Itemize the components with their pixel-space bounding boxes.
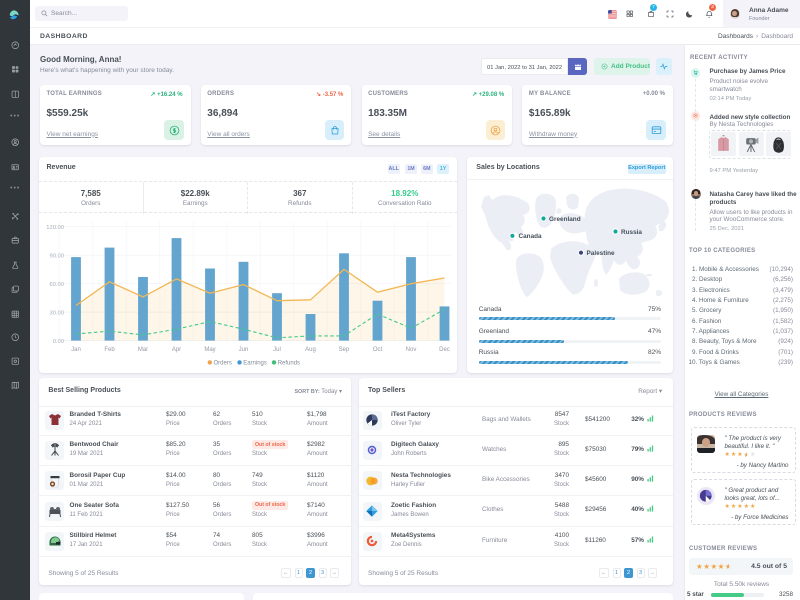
svg-text:0.00: 0.00	[53, 339, 64, 345]
svg-text:Greenland: Greenland	[549, 216, 581, 223]
svg-text:Aug: Aug	[305, 347, 316, 353]
svg-text:Russia: Russia	[621, 229, 642, 236]
svg-text:Canada: Canada	[519, 233, 543, 240]
svg-text:Mar: Mar	[138, 347, 148, 353]
svg-text:Nov: Nov	[406, 347, 417, 353]
svg-text:Jun: Jun	[239, 347, 249, 353]
svg-text:Earnings: Earnings	[243, 361, 267, 367]
svg-text:30.00: 30.00	[49, 310, 64, 316]
svg-text:Dec: Dec	[439, 347, 450, 353]
svg-text:Jan: Jan	[71, 347, 81, 353]
svg-text:Refunds: Refunds	[278, 361, 300, 367]
svg-text:Apr: Apr	[172, 347, 181, 353]
svg-text:Orders: Orders	[214, 361, 232, 367]
svg-text:120.00: 120.00	[46, 225, 64, 231]
svg-text:Sep: Sep	[339, 347, 350, 353]
svg-text:Jul: Jul	[273, 347, 281, 353]
svg-text:Oct: Oct	[373, 347, 383, 353]
svg-text:Palestine: Palestine	[587, 250, 616, 257]
svg-text:60.00: 60.00	[49, 282, 64, 288]
svg-text:May: May	[204, 347, 215, 353]
svg-text:Feb: Feb	[104, 347, 115, 353]
svg-text:90.00: 90.00	[49, 254, 64, 260]
